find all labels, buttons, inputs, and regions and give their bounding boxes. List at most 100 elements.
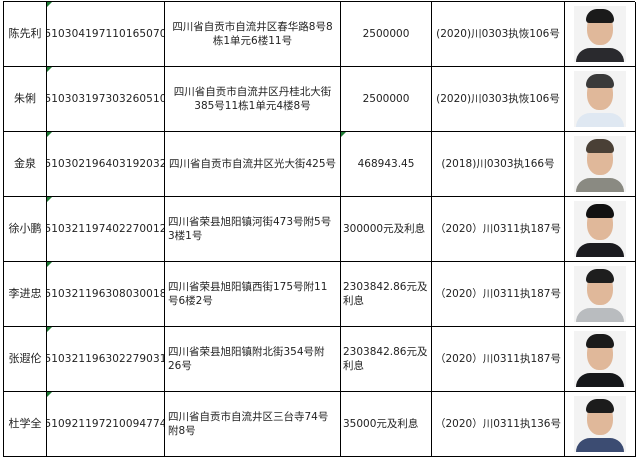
id-number: 510304197110165070 (47, 28, 165, 40)
address: 四川省自贡市自流井区丹桂北大街385号11栋1单元4楼8号 (173, 86, 332, 112)
name-cell[interactable]: 张遐伦 (3, 327, 47, 392)
comment-marker (47, 2, 52, 7)
address-cell[interactable]: 四川省自贡市自流井区三台寺74号附8号 (165, 392, 341, 457)
name-cell[interactable]: 朱俐 (3, 67, 47, 132)
case-cell[interactable]: （2020）川0311执187号 (432, 262, 565, 327)
name-cell[interactable]: 李进忠 (3, 262, 47, 327)
name-cell[interactable]: 徐小鹏 (3, 197, 47, 262)
person-name: 张遐伦 (8, 352, 42, 365)
photo-cell[interactable] (565, 327, 636, 392)
id-number: 510321197402270012 (47, 223, 165, 235)
person-name: 杜学全 (8, 417, 42, 430)
table-top-border (3, 1, 635, 2)
person-name: 徐小鹏 (8, 222, 42, 235)
amount-cell[interactable]: 2500000 (341, 2, 432, 67)
photo-cell[interactable] (565, 197, 636, 262)
amount-cell[interactable]: 2303842.86元及利息 (341, 327, 432, 392)
id-number: 510302196403192032 (47, 158, 165, 170)
amount: 2303842.86元及利息 (343, 346, 428, 372)
id-cell[interactable]: 510321197402270012 (47, 197, 165, 262)
person-name: 金泉 (14, 157, 36, 170)
id-cell[interactable]: 510303197303260510 (47, 67, 165, 132)
person-photo (574, 71, 626, 127)
case-cell[interactable]: （2020）川0311执187号 (432, 197, 565, 262)
photo-cell[interactable] (565, 67, 636, 132)
amount: 2500000 (362, 93, 410, 105)
person-name: 朱俐 (14, 92, 36, 105)
id-cell[interactable]: 510304197110165070 (47, 2, 165, 67)
address-cell[interactable]: 四川省自贡市自流井区春华路8号8栋1单元6楼11号 (165, 2, 341, 67)
case-cell[interactable]: (2020)川0303执恢106号 (432, 67, 565, 132)
id-number: 510303197303260510 (47, 93, 165, 105)
person-photo (574, 266, 626, 322)
case-cell[interactable]: （2020）川0311执136号 (432, 392, 565, 457)
comment-marker (47, 197, 52, 202)
amount-cell[interactable]: 300000元及利息 (341, 197, 432, 262)
address-cell[interactable]: 四川省荣县旭阳镇河街473号附5号3楼1号 (165, 197, 341, 262)
person-photo (574, 6, 626, 62)
amount-cell[interactable]: 35000元及利息 (341, 392, 432, 457)
case-cell[interactable]: (2020)川0303执恢106号 (432, 2, 565, 67)
amount-cell[interactable]: 2303842.86元及利息 (341, 262, 432, 327)
amount: 300000元及利息 (343, 223, 426, 235)
case-number: （2020）川0311执187号 (435, 223, 561, 235)
name-cell[interactable]: 杜学全 (3, 392, 47, 457)
comment-marker (47, 262, 52, 267)
name-cell[interactable]: 陈先利 (3, 2, 47, 67)
person-photo (574, 331, 626, 387)
amount-cell[interactable]: 2500000 (341, 67, 432, 132)
case-number: （2020）川0311执187号 (435, 288, 561, 300)
table-row: 杜学全 510921197210094774 四川省自贡市自流井区三台寺74号附… (3, 392, 636, 457)
table-row: 金泉 510302196403192032 四川省自贡市自流井区光大街425号 … (3, 132, 636, 197)
address: 四川省自贡市自流井区光大街425号 (168, 158, 337, 170)
amount-cell[interactable]: 468943.45 (341, 132, 432, 197)
id-cell[interactable]: 510321196308030018 (47, 262, 165, 327)
address: 四川省荣县旭阳镇附北街354号附26号 (168, 346, 325, 372)
person-name: 陈先利 (8, 27, 42, 40)
id-number: 510321196308030018 (47, 288, 165, 300)
amount: 2303842.86元及利息 (343, 281, 428, 307)
case-number: （2020）川0311执187号 (435, 353, 561, 365)
address: 四川省自贡市自流井区三台寺74号附8号 (168, 411, 329, 437)
photo-cell[interactable] (565, 392, 636, 457)
address: 四川省荣县旭阳镇西街175号附11号6楼2号 (168, 281, 328, 307)
amount: 468943.45 (357, 158, 415, 170)
person-name: 李进忠 (8, 287, 42, 300)
case-number: (2018)川0303执166号 (441, 158, 555, 170)
amount: 35000元及利息 (343, 418, 419, 430)
case-cell[interactable]: (2018)川0303执166号 (432, 132, 565, 197)
address: 四川省荣县旭阳镇河街473号附5号3楼1号 (168, 216, 332, 242)
table-row: 徐小鹏 510321197402270012 四川省荣县旭阳镇河街473号附5号… (3, 197, 636, 262)
photo-cell[interactable] (565, 132, 636, 197)
address: 四川省自贡市自流井区春华路8号8栋1单元6楼11号 (172, 21, 333, 47)
id-cell[interactable]: 510321196302279031 (47, 327, 165, 392)
comment-marker (47, 327, 52, 332)
case-number: (2020)川0303执恢106号 (436, 93, 560, 105)
table-row: 朱俐 510303197303260510 四川省自贡市自流井区丹桂北大街385… (3, 67, 636, 132)
comment-marker (47, 132, 52, 137)
address-cell[interactable]: 四川省荣县旭阳镇西街175号附11号6楼2号 (165, 262, 341, 327)
case-number: （2020）川0311执136号 (435, 418, 561, 430)
comment-marker (47, 67, 52, 72)
person-photo (574, 136, 626, 192)
table-row: 张遐伦 510321196302279031 四川省荣县旭阳镇附北街354号附2… (3, 327, 636, 392)
amount: 2500000 (362, 28, 410, 40)
address-cell[interactable]: 四川省自贡市自流井区光大街425号 (165, 132, 341, 197)
table-row: 陈先利 510304197110165070 四川省自贡市自流井区春华路8号8栋… (3, 2, 636, 67)
address-cell[interactable]: 四川省自贡市自流井区丹桂北大街385号11栋1单元4楼8号 (165, 67, 341, 132)
comment-marker (341, 132, 346, 137)
id-cell[interactable]: 510302196403192032 (47, 132, 165, 197)
photo-cell[interactable] (565, 2, 636, 67)
id-number: 510921197210094774 (47, 418, 165, 430)
address-cell[interactable]: 四川省荣县旭阳镇附北街354号附26号 (165, 327, 341, 392)
id-cell[interactable]: 510921197210094774 (47, 392, 165, 457)
case-number: (2020)川0303执恢106号 (436, 28, 560, 40)
comment-marker (47, 392, 52, 397)
name-cell[interactable]: 金泉 (3, 132, 47, 197)
person-photo (574, 201, 626, 257)
id-number: 510321196302279031 (47, 353, 165, 365)
photo-cell[interactable] (565, 262, 636, 327)
case-cell[interactable]: （2020）川0311执187号 (432, 327, 565, 392)
table-row: 李进忠 510321196308030018 四川省荣县旭阳镇西街175号附11… (3, 262, 636, 327)
person-photo (574, 396, 626, 452)
